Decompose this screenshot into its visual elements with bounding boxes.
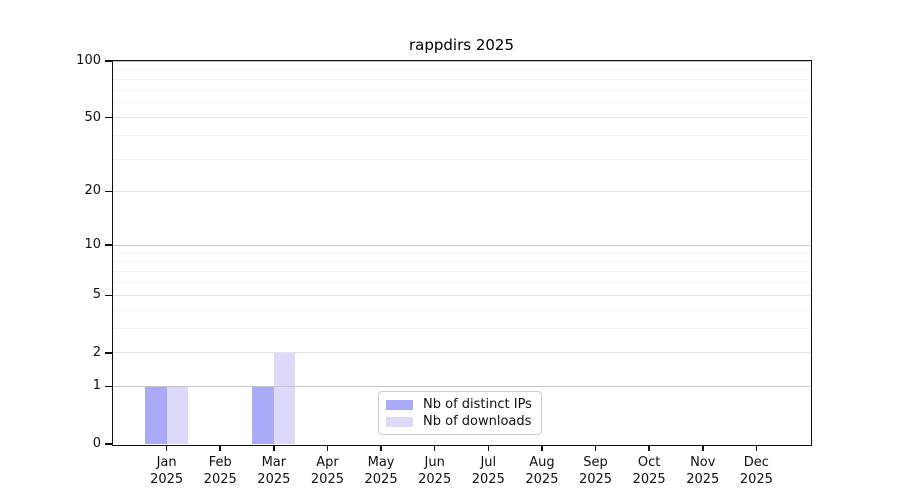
minor-gridline (113, 309, 810, 311)
x-axis-tick (219, 445, 221, 451)
y-axis-tick (105, 190, 112, 193)
minor-gridline (113, 158, 810, 160)
bar-distinct-ips-jan (145, 386, 167, 444)
legend-label-downloads: Nb of downloads (423, 414, 532, 429)
minor-gridline (113, 261, 810, 263)
chart-title: rappdirs 2025 (408, 36, 514, 54)
x-axis-tick (165, 445, 168, 451)
y-axis-tick (105, 352, 112, 354)
major-gridline (113, 117, 810, 119)
y-axis-tick (105, 60, 112, 62)
y-axis-tick (105, 116, 112, 119)
x-axis-tick (702, 445, 704, 451)
minor-gridline (113, 69, 810, 71)
minor-gridline (113, 282, 810, 283)
plot-area (113, 60, 810, 444)
x-axis-tick-label: Dec 2025 (739, 455, 773, 487)
major-gridline (113, 244, 810, 246)
x-axis-tick (487, 445, 490, 451)
x-axis-tick-label: Oct 2025 (632, 455, 666, 487)
major-gridline (113, 385, 810, 387)
x-axis-tick (755, 445, 758, 451)
y-axis-tick-label: 100 (76, 53, 101, 68)
x-axis-tick-label: Apr 2025 (310, 455, 344, 487)
x-axis-tick (273, 445, 275, 451)
y-axis-tick-label: 5 (92, 287, 101, 303)
x-axis-tick-label: Sep 2025 (578, 455, 613, 487)
x-axis-tick-label: Jan 2025 (150, 455, 184, 487)
minor-gridline (113, 270, 810, 272)
x-axis-tick (541, 445, 543, 451)
bar-distinct-ips-mar (252, 386, 274, 444)
x-axis-tick-label: Jun 2025 (418, 455, 452, 487)
legend-label-distinct-ips: Nb of distinct IPs (423, 397, 532, 412)
legend-item-downloads: Nb of downloads (386, 414, 534, 429)
bar-downloads-jan (166, 386, 189, 444)
minor-gridline (113, 252, 810, 254)
major-gridline (113, 190, 810, 192)
y-axis-tick (105, 294, 112, 297)
major-gridline (113, 294, 810, 296)
y-axis-tick-label: 10 (84, 237, 101, 252)
minor-gridline (113, 102, 810, 104)
x-axis-tick-label: Mar 2025 (257, 455, 291, 487)
x-axis-tick-label: May 2025 (364, 455, 398, 487)
legend-item-distinct-ips: Nb of distinct IPs (386, 397, 534, 412)
bar-downloads-mar (273, 352, 296, 444)
y-axis-tick-label: 20 (84, 183, 101, 199)
x-axis-tick (380, 445, 382, 451)
y-axis-tick (105, 443, 112, 445)
legend: Nb of distinct IPs Nb of downloads (378, 391, 542, 435)
y-axis-tick (105, 385, 112, 388)
x-axis-tick (433, 445, 436, 451)
x-axis-tick-label: Feb 2025 (203, 455, 237, 487)
x-axis-tick (594, 445, 597, 451)
y-axis-tick-label: 0 (92, 436, 101, 451)
x-axis-tick (648, 445, 650, 451)
x-axis-tick-label: Jul 2025 (471, 455, 505, 487)
minor-gridline (113, 89, 810, 91)
x-axis-tick-label: Nov 2025 (686, 455, 720, 487)
y-axis-tick-label: 1 (92, 378, 101, 394)
x-axis-tick-label: Aug 2025 (525, 455, 559, 487)
y-axis-tick-label: 2 (92, 344, 101, 360)
legend-swatch-distinct-ips (386, 399, 413, 410)
y-axis-tick (105, 244, 112, 246)
x-axis-tick (326, 445, 329, 451)
minor-gridline (113, 328, 810, 330)
minor-gridline (113, 135, 810, 137)
major-gridline (113, 352, 810, 354)
legend-swatch-downloads (386, 416, 413, 427)
y-axis-tick-label: 50 (84, 109, 101, 125)
major-gridline (113, 60, 810, 62)
minor-gridline (113, 78, 810, 80)
